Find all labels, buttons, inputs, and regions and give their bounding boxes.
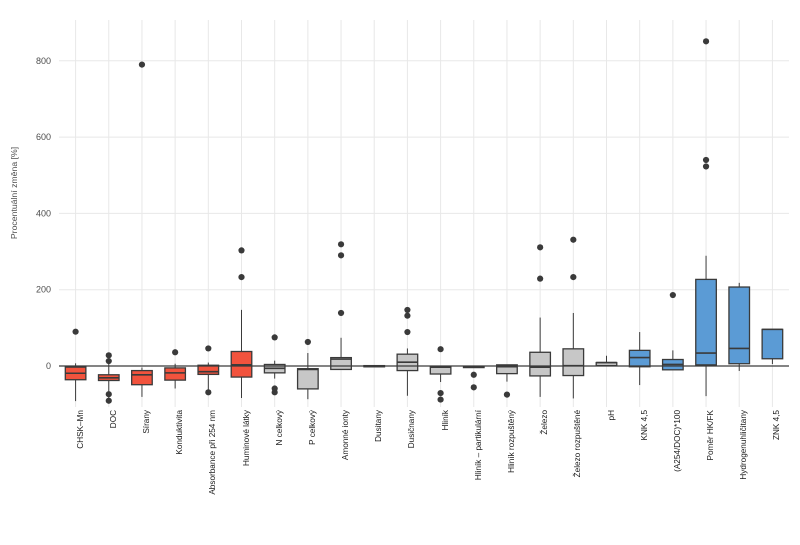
svg-text:600: 600 [36, 132, 51, 142]
svg-text:800: 800 [36, 56, 51, 66]
svg-text:0: 0 [46, 361, 51, 371]
svg-text:200: 200 [36, 285, 51, 295]
svg-text:400: 400 [36, 208, 51, 218]
